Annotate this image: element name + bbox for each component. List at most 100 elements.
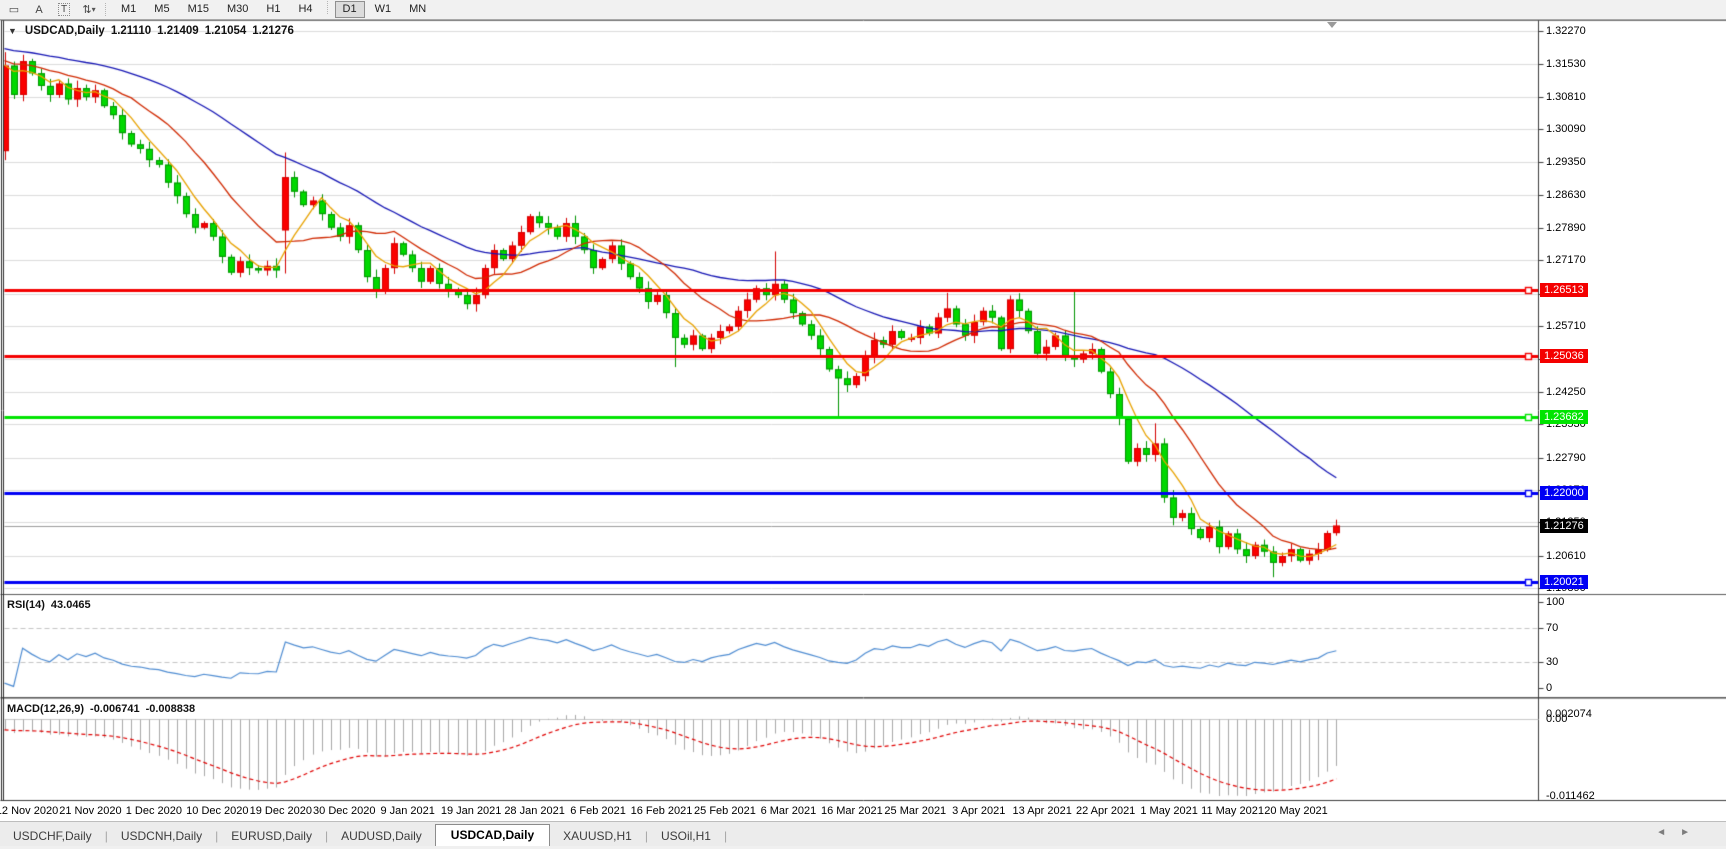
chart-high-value: 1.21409 [157, 25, 199, 37]
price-axis-tick: 1.25710 [1546, 320, 1586, 332]
rsi-axis-tick: 0 [1546, 682, 1553, 694]
timeframe-button-m30[interactable]: M30 [226, 3, 249, 15]
date-axis-label: 11 May 2021 [1201, 805, 1264, 817]
resistance-price-chip[interactable]: 1.26513 [1540, 283, 1588, 297]
macd-value-signal: -0.008838 [145, 703, 196, 715]
timeframe-button-m5[interactable]: M5 [154, 3, 170, 15]
chart-shift-marker[interactable] [1327, 22, 1337, 28]
shapes-icon[interactable]: ▭ [8, 4, 20, 16]
date-axis-label: 10 Dec 2020 [186, 805, 249, 817]
price-axis-tick: 1.24250 [1546, 386, 1586, 398]
timeframe-button-h4[interactable]: H4 [298, 3, 313, 15]
rsi-axis-tick: 100 [1546, 596, 1565, 608]
macd-name: MACD(12,26,9) [7, 703, 85, 715]
chevron-down-icon[interactable]: ▼ [8, 26, 17, 36]
date-axis-label: 30 Dec 2020 [313, 805, 376, 817]
price-axis-tick: 1.28630 [1546, 189, 1586, 201]
date-axis-label: 16 Feb 2021 [630, 805, 693, 817]
date-axis-label: 16 Mar 2021 [820, 805, 883, 817]
rsi-axis-tick: 30 [1546, 656, 1559, 668]
toolbar-separator [326, 1, 329, 14]
date-axis-label: 20 May 2021 [1264, 805, 1328, 817]
rsi-value: 43.0465 [50, 599, 91, 611]
price-axis-tick: 1.30810 [1546, 91, 1586, 103]
chart-tab-usdchf[interactable]: USDCHF,Daily [13, 829, 92, 843]
chart-window: ▼ USDCAD,Daily 1.21110 1.21409 1.21054 1… [0, 20, 1726, 821]
tab-scroll-arrows: ◄► [1656, 827, 1704, 838]
date-axis-label: 1 May 2021 [1140, 805, 1198, 817]
date-axis-label: 13 Apr 2021 [1012, 805, 1072, 817]
arrows-icon-glyph: ⇅ [82, 4, 92, 16]
date-axis-label: 19 Dec 2020 [249, 805, 312, 817]
chart-tab-xauusd[interactable]: XAUUSD,H1 [563, 829, 632, 843]
date-axis-label: 28 Jan 2021 [504, 805, 565, 817]
macd-value-main: -0.006741 [90, 703, 140, 715]
tab-scroll-left-icon[interactable]: ◄ [1656, 827, 1681, 838]
status-strip [0, 846, 1726, 849]
chart-symbol-period: USDCAD,Daily [24, 25, 105, 37]
chart-tab-bar: USDCHF,Daily | USDCNH,Daily | EURUSD,Daily | A… [0, 821, 1726, 847]
date-axis-label: 6 Feb 2021 [570, 805, 626, 817]
chart-tab-usdcad[interactable]: USDCAD,Daily [434, 824, 551, 847]
macd-indicator-label: MACD(12,26,9) -0.006741 -0.008838 [7, 703, 195, 715]
timeframe-button-w1[interactable]: W1 [374, 3, 392, 15]
date-axis-label: 21 Nov 2020 [59, 805, 122, 817]
chart-tab-eurusd[interactable]: EURUSD,Daily [231, 829, 312, 843]
label-icon[interactable]: T [53, 1, 75, 18]
price-axis-tick: 1.22790 [1546, 452, 1586, 464]
date-axis-label: 3 Apr 2021 [952, 805, 1006, 817]
date-axis-label: 6 Mar 2021 [760, 805, 817, 817]
tab-scroll-right-icon[interactable]: ► [1680, 827, 1704, 838]
rsi-name: RSI(14) [7, 599, 45, 611]
tab-separator: | [215, 829, 219, 843]
timeframe-button-m1[interactable]: M1 [121, 3, 137, 15]
macd-axis-tick: -0.011462 [1546, 790, 1595, 802]
date-axis-label: 12 Nov 2020 [0, 805, 59, 817]
text-icon[interactable]: A [35, 3, 43, 16]
support-price-chip[interactable]: 1.22000 [1540, 486, 1588, 500]
price-axis-tick: 1.27170 [1546, 254, 1586, 266]
macd-axis-tick: 0.00 [1546, 713, 1568, 725]
resistance-price-chip[interactable]: 1.25036 [1540, 349, 1588, 363]
price-axis-tick: 1.31530 [1546, 58, 1586, 70]
chart-title: ▼ USDCAD,Daily 1.21110 1.21409 1.21054 1… [8, 25, 294, 37]
date-axis-label: 22 Apr 2021 [1075, 805, 1136, 817]
price-axis-tick: 1.30090 [1546, 123, 1586, 135]
date-axis-label: 25 Mar 2021 [884, 805, 947, 817]
timeframe-button-d1[interactable]: D1 [334, 1, 365, 18]
tab-separator: | [324, 829, 329, 843]
chart-open-value: 1.21110 [110, 25, 152, 37]
timeframe-button-group: M1 M5 M15 M30 H1 H4 D1 W1 MN [112, 1, 435, 18]
date-axis-label: 9 Jan 2021 [380, 805, 435, 817]
main-chart-canvas[interactable] [0, 20, 1726, 821]
arrows-icon[interactable]: ⇅ ▾ [78, 1, 100, 18]
timeframe-button-mn[interactable]: MN [409, 3, 427, 15]
price-axis-tick: 1.27890 [1546, 222, 1586, 234]
price-axis-tick: 1.20610 [1546, 550, 1586, 562]
date-axis-label: 25 Feb 2021 [694, 805, 756, 817]
timeframe-button-m15[interactable]: M15 [187, 3, 209, 15]
chart-tab-usdcnh[interactable]: USDCNH,Daily [120, 829, 203, 843]
date-axis-label: 19 Jan 2021 [440, 805, 502, 817]
toolbar-separator [105, 3, 107, 16]
rsi-indicator-label: RSI(14) 43.0465 [7, 599, 91, 611]
label-icon-glyph: T [57, 3, 71, 16]
timeframe-button-h1[interactable]: H1 [266, 3, 281, 15]
tab-separator: | [723, 829, 728, 843]
top-toolbar: ▭ A T ⇅ ▾ M1 M5 M15 M30 H1 H4 D1 W1 MN [0, 0, 1726, 20]
chart-tab-audusd[interactable]: AUDUSD,Daily [341, 829, 422, 843]
chart-close-value: 1.21276 [252, 25, 294, 37]
dropdown-caret-icon: ▾ [91, 5, 96, 14]
chart-tab-usoil[interactable]: USOil,H1 [660, 829, 711, 843]
support-price-chip[interactable]: 1.20021 [1540, 575, 1588, 589]
price-axis-tick: 1.29350 [1546, 156, 1586, 168]
price-axis-tick: 1.32270 [1546, 25, 1586, 37]
support-price-chip[interactable]: 1.23682 [1540, 410, 1588, 424]
date-axis-label: 1 Dec 2020 [125, 805, 183, 817]
chart-low-value: 1.21054 [204, 25, 247, 37]
tab-separator: | [104, 829, 108, 843]
bid-price-chip: 1.21276 [1540, 519, 1588, 533]
tab-separator: | [644, 829, 648, 843]
macd-axis-tick: 0.002074 [1546, 708, 1592, 720]
